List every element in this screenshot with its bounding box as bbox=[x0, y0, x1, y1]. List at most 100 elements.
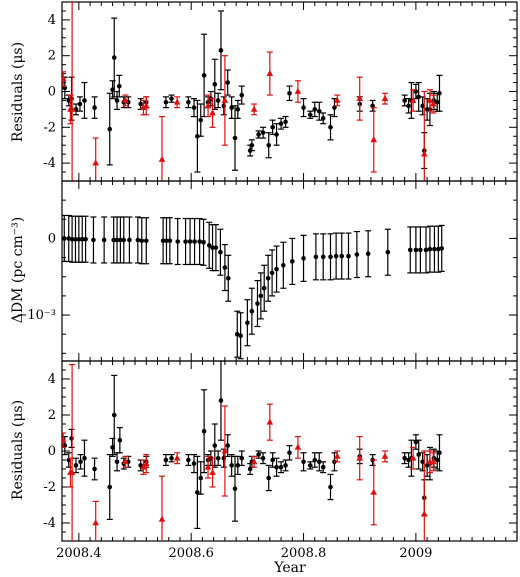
red-triangle-point bbox=[333, 96, 341, 103]
data-point bbox=[213, 245, 219, 250]
data-point bbox=[73, 236, 78, 242]
red-triangle-point bbox=[209, 468, 216, 475]
data-point bbox=[218, 249, 223, 255]
red-triangle-point bbox=[250, 105, 258, 112]
data-point bbox=[265, 275, 271, 281]
data-point bbox=[163, 457, 169, 463]
x-tick-label: 2008.8 bbox=[281, 546, 327, 561]
data-point bbox=[76, 236, 82, 242]
data-point bbox=[249, 142, 255, 148]
data-point bbox=[118, 237, 123, 243]
red-triangle-point bbox=[122, 458, 129, 465]
y-tick-label: 4 bbox=[48, 372, 56, 387]
data-point bbox=[195, 490, 200, 495]
data-point bbox=[434, 457, 440, 463]
data-point bbox=[114, 459, 120, 465]
data-point bbox=[114, 98, 120, 103]
data-point bbox=[320, 116, 326, 121]
data-point bbox=[83, 236, 88, 242]
data-point bbox=[270, 125, 275, 130]
data-point bbox=[239, 455, 245, 461]
data-point bbox=[332, 105, 337, 110]
data-point bbox=[235, 107, 241, 112]
data-point bbox=[82, 455, 87, 461]
data-point bbox=[328, 254, 333, 260]
y-tick-label: 0 bbox=[48, 231, 56, 246]
data-point bbox=[167, 238, 173, 244]
data-points bbox=[62, 361, 443, 541]
data-point bbox=[107, 484, 113, 490]
data-point bbox=[301, 105, 306, 110]
red-triangle-point bbox=[421, 150, 428, 157]
red-triangle-point bbox=[250, 458, 258, 465]
data-point bbox=[192, 239, 197, 244]
data-point bbox=[169, 455, 174, 461]
data-point bbox=[218, 48, 224, 53]
y-tick-label: 0 bbox=[48, 85, 56, 100]
data-point bbox=[69, 236, 75, 242]
red-triangle-point bbox=[158, 155, 166, 162]
red-triangle-point bbox=[356, 94, 364, 102]
red-triangle-point bbox=[421, 510, 428, 517]
red-triangle-point bbox=[381, 94, 389, 102]
data-points bbox=[62, 2, 443, 181]
red-triangle-point bbox=[294, 87, 302, 94]
data-point bbox=[313, 254, 319, 260]
data-point bbox=[175, 239, 181, 244]
data-point bbox=[278, 464, 284, 470]
data-point bbox=[278, 121, 284, 127]
data-point bbox=[339, 253, 345, 259]
red-triangle-point bbox=[122, 96, 129, 103]
data-point bbox=[201, 239, 206, 245]
data-point bbox=[232, 486, 238, 492]
data-point bbox=[249, 308, 255, 314]
data-points bbox=[62, 214, 445, 360]
x-tick-label: 2008.6 bbox=[168, 546, 214, 561]
data-point bbox=[91, 237, 96, 243]
red-triangle-point bbox=[426, 96, 434, 103]
data-point bbox=[235, 463, 241, 468]
data-point bbox=[215, 98, 221, 103]
data-point bbox=[316, 459, 322, 465]
data-point bbox=[232, 135, 238, 141]
data-point bbox=[201, 428, 207, 434]
red-triangle-point bbox=[142, 102, 150, 109]
data-point bbox=[301, 256, 306, 261]
data-point bbox=[437, 90, 442, 96]
data-point bbox=[198, 475, 204, 481]
data-point bbox=[191, 461, 197, 466]
y-tick-label: 0 bbox=[48, 444, 56, 459]
data-point bbox=[116, 83, 122, 89]
y-tick-label: 2 bbox=[48, 408, 56, 423]
red-triangle-point bbox=[204, 102, 212, 109]
data-point bbox=[283, 119, 288, 125]
red-triangle-point bbox=[221, 96, 229, 103]
data-point bbox=[107, 126, 113, 132]
y-tick-label: -4 bbox=[43, 516, 56, 531]
data-point bbox=[138, 101, 143, 107]
red-triangle-point bbox=[266, 69, 274, 76]
y-tick-label: −10⁻³ bbox=[16, 308, 56, 323]
data-point bbox=[283, 463, 288, 468]
data-point bbox=[333, 253, 339, 259]
y-tick-label: -2 bbox=[43, 120, 56, 135]
red-triangle-point bbox=[68, 468, 76, 475]
data-point bbox=[197, 239, 202, 244]
data-point bbox=[406, 103, 411, 109]
data-point bbox=[225, 80, 231, 85]
data-point bbox=[258, 293, 264, 299]
data-point bbox=[239, 92, 245, 98]
red-triangle-point bbox=[370, 136, 378, 143]
panel-frame bbox=[61, 180, 518, 362]
data-point bbox=[402, 455, 407, 461]
red-triangle-point bbox=[209, 109, 216, 116]
data-point bbox=[260, 455, 266, 461]
data-point bbox=[413, 247, 419, 253]
y-tick-label: 4 bbox=[48, 13, 56, 28]
data-point bbox=[423, 247, 429, 253]
data-point bbox=[307, 463, 313, 468]
data-point bbox=[432, 246, 437, 252]
red-triangle-point bbox=[409, 454, 417, 461]
data-point bbox=[312, 107, 318, 112]
